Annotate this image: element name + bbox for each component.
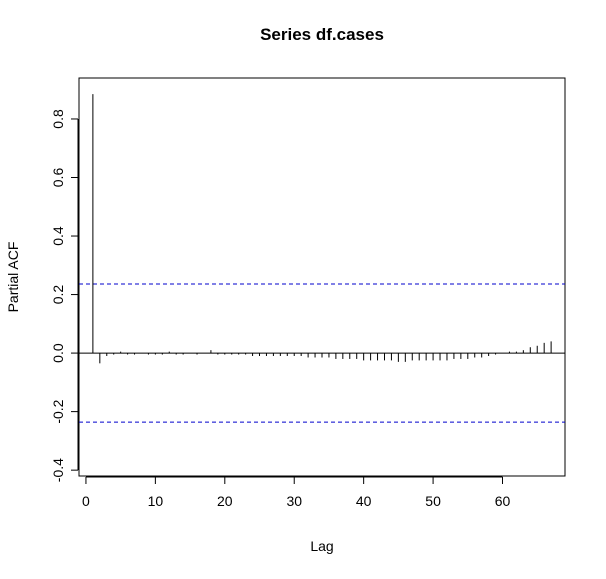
y-tick-label: -0.2 [50, 399, 66, 423]
chart-title: Series df.cases [260, 25, 384, 44]
y-tick-label: 0.4 [50, 226, 66, 246]
chart-marks: 0 10 20 30 40 50 60 -0.4 -0.2 0.0 0.2 0.4 0.6 0.8 [50, 94, 565, 509]
y-tick-label: 0.8 [50, 109, 66, 129]
x-tick-label: 50 [425, 493, 441, 509]
y-tick-label: -0.4 [50, 458, 66, 482]
y-tick-label: 0.6 [50, 168, 66, 188]
x-tick-label: 40 [356, 493, 372, 509]
x-tick-label: 60 [495, 493, 511, 509]
y-tick-label: 0.0 [50, 343, 66, 363]
x-tick-label: 10 [148, 493, 164, 509]
x-tick-label: 0 [82, 493, 90, 509]
plot-frame [78, 77, 566, 477]
y-axis-label: Partial ACF [5, 242, 21, 313]
x-tick-label: 30 [286, 493, 302, 509]
x-axis-label: Lag [310, 538, 333, 554]
x-tick-label: 20 [217, 493, 233, 509]
y-tick-label: 0.2 [50, 285, 66, 305]
